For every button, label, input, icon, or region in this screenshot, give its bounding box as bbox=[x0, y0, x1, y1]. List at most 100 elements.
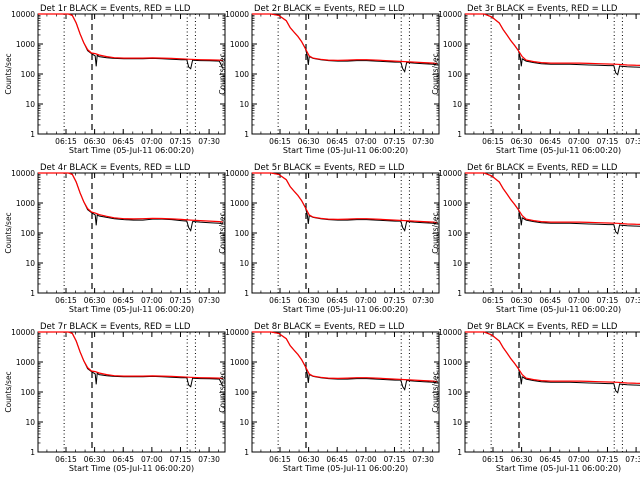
y-tick-label: 100 bbox=[448, 70, 463, 79]
x-tick-label: 07:15 bbox=[597, 296, 619, 305]
y-axis-label: Counts/sec bbox=[431, 212, 440, 253]
y-tick-label: 1 bbox=[457, 448, 462, 457]
series-line-lld bbox=[465, 331, 640, 385]
x-tick-label: 07:15 bbox=[170, 296, 192, 305]
x-axis-label: Start Time (05-Jul-11 06:00:20) bbox=[283, 464, 408, 473]
panel-title: Det 7r BLACK = Events, RED = LLD bbox=[40, 322, 191, 332]
detector-panel-4: Det 4r BLACK = Events, RED = LLD 1 10 100 10… bbox=[4, 163, 226, 314]
x-tick-label: 07:30 bbox=[412, 455, 434, 464]
detector-panel-3: Det 3r BLACK = Events, RED = LLD 1 10 100 10… bbox=[431, 4, 640, 155]
series-line-events bbox=[38, 13, 224, 70]
x-tick-label: 07:30 bbox=[198, 137, 220, 146]
x-tick-label: 06:15 bbox=[269, 455, 291, 464]
x-tick-label: 06:45 bbox=[539, 296, 561, 305]
x-tick-label: 06:30 bbox=[511, 455, 533, 464]
x-tick-label: 07:30 bbox=[198, 296, 220, 305]
series-line-lld bbox=[38, 331, 224, 380]
x-tick-label: 06:15 bbox=[269, 137, 291, 146]
x-axis-label: Start Time (05-Jul-11 06:00:20) bbox=[496, 464, 621, 473]
series-line-lld bbox=[252, 13, 438, 65]
x-tick-label: 07:00 bbox=[355, 455, 377, 464]
x-tick-label: 07:00 bbox=[568, 137, 590, 146]
series-line-lld bbox=[252, 172, 438, 224]
panel-title: Det 9r BLACK = Events, RED = LLD bbox=[467, 322, 618, 332]
x-tick-label: 07:00 bbox=[568, 455, 590, 464]
panel-title: Det 3r BLACK = Events, RED = LLD bbox=[467, 4, 618, 14]
x-tick-label: 07:00 bbox=[355, 296, 377, 305]
series-line-lld bbox=[38, 13, 224, 62]
x-tick-label: 07:15 bbox=[384, 455, 406, 464]
y-axis-label: Counts/sec bbox=[218, 53, 227, 94]
x-tick-label: 07:15 bbox=[170, 455, 192, 464]
y-tick-label: 10 bbox=[239, 100, 249, 109]
y-tick-label: 10 bbox=[239, 418, 249, 427]
y-tick-label: 1000 bbox=[230, 199, 249, 208]
y-tick-label: 100 bbox=[235, 388, 250, 397]
x-axis-label: Start Time (05-Jul-11 06:00:20) bbox=[283, 305, 408, 314]
series-line-lld bbox=[465, 172, 640, 226]
y-tick-label: 1000 bbox=[230, 40, 249, 49]
x-tick-label: 07:00 bbox=[141, 296, 163, 305]
panel-title: Det 1r BLACK = Events, RED = LLD bbox=[40, 4, 191, 14]
x-tick-label: 06:45 bbox=[539, 137, 561, 146]
plot-frame bbox=[37, 331, 226, 453]
x-tick-label: 07:00 bbox=[141, 455, 163, 464]
panel-title: Det 5r BLACK = Events, RED = LLD bbox=[254, 163, 405, 173]
y-tick-label: 10000 bbox=[438, 169, 462, 178]
y-axis-label: Counts/sec bbox=[431, 371, 440, 412]
y-axis-label: Counts/sec bbox=[218, 371, 227, 412]
plot-frame bbox=[251, 172, 440, 294]
series-line-lld bbox=[38, 172, 224, 223]
plot-frame bbox=[37, 172, 226, 294]
x-axis-label: Start Time (05-Jul-11 06:00:20) bbox=[69, 146, 194, 155]
x-tick-label: 06:45 bbox=[112, 137, 134, 146]
y-tick-label: 1000 bbox=[443, 358, 462, 367]
y-axis-label: Counts/sec bbox=[4, 212, 13, 253]
x-axis-label: Start Time (05-Jul-11 06:00:20) bbox=[69, 305, 194, 314]
y-tick-label: 10000 bbox=[11, 169, 35, 178]
y-tick-label: 10000 bbox=[438, 10, 462, 19]
y-tick-label: 10000 bbox=[11, 10, 35, 19]
series-line-lld bbox=[252, 331, 438, 383]
x-tick-label: 07:30 bbox=[625, 455, 640, 464]
panel-title: Det 8r BLACK = Events, RED = LLD bbox=[254, 322, 405, 332]
panel-title: Det 6r BLACK = Events, RED = LLD bbox=[467, 163, 618, 173]
y-axis-label: Counts/sec bbox=[4, 53, 13, 94]
plot-frame bbox=[37, 13, 226, 135]
y-tick-label: 10 bbox=[452, 259, 462, 268]
y-tick-label: 100 bbox=[21, 229, 36, 238]
y-tick-label: 1 bbox=[30, 448, 35, 457]
x-tick-label: 06:30 bbox=[84, 137, 106, 146]
x-tick-label: 06:15 bbox=[269, 296, 291, 305]
x-tick-label: 06:30 bbox=[298, 137, 320, 146]
y-tick-label: 10 bbox=[452, 418, 462, 427]
y-tick-label: 100 bbox=[235, 229, 250, 238]
y-tick-label: 1000 bbox=[443, 199, 462, 208]
x-axis-label: Start Time (05-Jul-11 06:00:20) bbox=[69, 464, 194, 473]
x-tick-label: 06:30 bbox=[511, 137, 533, 146]
x-axis-label: Start Time (05-Jul-11 06:00:20) bbox=[496, 146, 621, 155]
plot-frame bbox=[251, 331, 440, 453]
x-tick-label: 06:30 bbox=[84, 296, 106, 305]
y-tick-label: 10000 bbox=[438, 328, 462, 337]
x-tick-label: 06:30 bbox=[298, 296, 320, 305]
y-tick-label: 10 bbox=[25, 259, 35, 268]
detector-panel-6: Det 6r BLACK = Events, RED = LLD 1 10 100 10… bbox=[431, 163, 640, 314]
x-tick-label: 07:00 bbox=[141, 137, 163, 146]
x-tick-label: 06:15 bbox=[482, 455, 504, 464]
y-tick-label: 10 bbox=[452, 100, 462, 109]
y-tick-label: 1000 bbox=[16, 40, 35, 49]
y-tick-label: 1 bbox=[30, 130, 35, 139]
detector-panel-5: Det 5r BLACK = Events, RED = LLD 1 10 100 10… bbox=[218, 163, 440, 314]
y-tick-label: 1 bbox=[457, 130, 462, 139]
y-axis-label: Counts/sec bbox=[431, 53, 440, 94]
y-tick-label: 100 bbox=[448, 229, 463, 238]
x-tick-label: 07:15 bbox=[597, 137, 619, 146]
x-tick-label: 06:45 bbox=[539, 455, 561, 464]
x-tick-label: 07:30 bbox=[625, 137, 640, 146]
x-tick-label: 06:15 bbox=[55, 455, 77, 464]
x-tick-label: 06:45 bbox=[112, 296, 134, 305]
panel-title: Det 4r BLACK = Events, RED = LLD bbox=[40, 163, 191, 173]
x-tick-label: 07:15 bbox=[597, 455, 619, 464]
y-tick-label: 1 bbox=[244, 448, 249, 457]
